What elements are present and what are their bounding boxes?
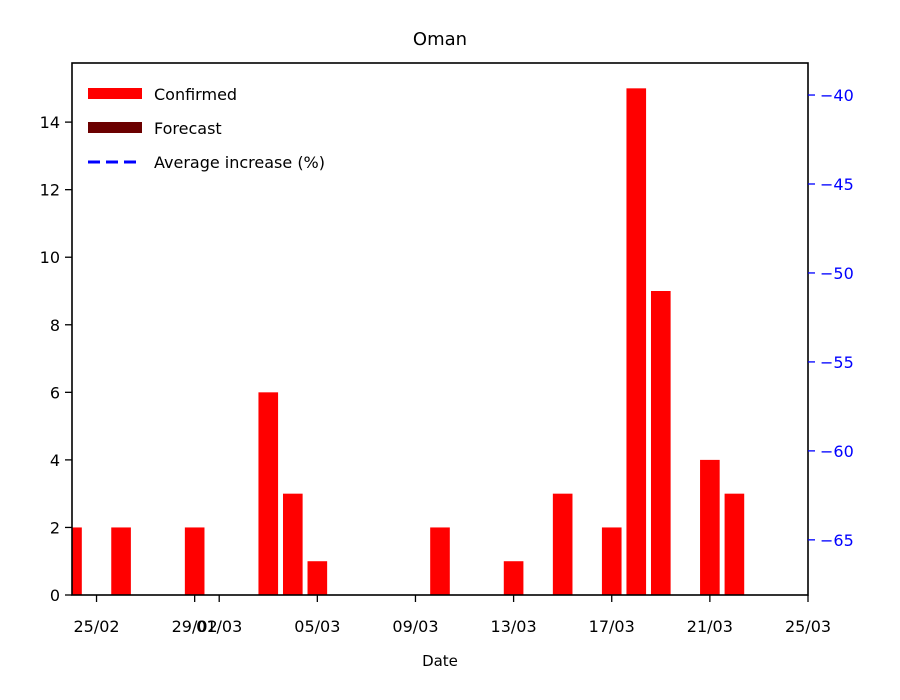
bars-group — [72, 88, 745, 595]
x-axis-label: Date — [422, 652, 458, 670]
legend-swatch — [88, 122, 142, 133]
left-y-axis: 0 2 4 6 8 10 12 14 — [40, 113, 72, 605]
bar — [601, 527, 622, 595]
y-tick-label: 10 — [40, 248, 60, 267]
bar — [111, 527, 131, 595]
legend-label: Average increase (%) — [154, 153, 325, 172]
bar — [650, 291, 671, 595]
bar — [282, 493, 303, 595]
y-tick-label: 0 — [50, 586, 60, 605]
bar — [430, 527, 450, 595]
x-tick-label: 09/03 — [392, 617, 438, 636]
bar — [626, 88, 647, 595]
legend: Confirmed Forecast Average increase (%) — [88, 85, 325, 172]
y2-tick-label: −65 — [820, 531, 854, 550]
x-tick-label: 01/03 — [196, 617, 242, 636]
x-tick-label: 25/02 — [73, 617, 119, 636]
y2-tick-label: −45 — [820, 175, 854, 194]
bar — [503, 561, 524, 595]
y2-tick-label: −55 — [820, 353, 854, 372]
y2-tick-label: −40 — [820, 86, 854, 105]
legend-label: Forecast — [154, 119, 222, 138]
bar — [724, 493, 745, 595]
y-tick-label: 4 — [50, 451, 60, 470]
bar — [700, 459, 720, 595]
x-tick-label: 29/02 — [172, 617, 218, 636]
plot-frame — [71, 62, 809, 596]
y-tick-label: 2 — [50, 518, 60, 537]
y-tick-label: 14 — [40, 113, 60, 132]
legend-label: Confirmed — [154, 85, 237, 104]
bar — [72, 527, 82, 595]
bar — [552, 493, 573, 595]
x-tick-label: 13/03 — [491, 617, 537, 636]
x-tick-label: 05/03 — [294, 617, 340, 636]
right-y-axis: −40 −45 −50 −55 −60 −65 — [808, 86, 854, 550]
legend-swatch — [88, 88, 142, 99]
x-tick-label: 17/03 — [589, 617, 635, 636]
chart-title: Oman — [413, 29, 467, 50]
y-tick-label: 8 — [50, 316, 60, 335]
x-tick-label: 21/03 — [687, 617, 733, 636]
y-tick-label: 6 — [50, 383, 60, 402]
bar — [307, 561, 328, 595]
y-tick-label: 12 — [40, 181, 60, 200]
bar — [258, 392, 279, 595]
x-tick-label: 25/03 — [785, 617, 831, 636]
y2-tick-label: −50 — [820, 264, 854, 283]
y2-tick-label: −60 — [820, 442, 854, 461]
bar — [184, 527, 205, 595]
